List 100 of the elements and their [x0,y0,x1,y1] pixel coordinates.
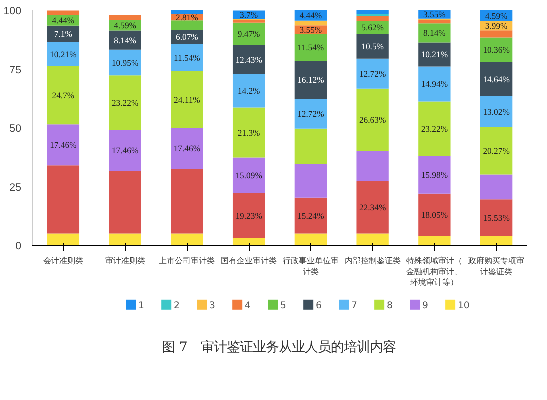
bar [356,16,389,22]
bar [418,66,451,102]
bar [294,61,328,99]
legend-label: 4 [244,300,251,312]
data-label: 12.43% [236,54,262,65]
bar [171,234,204,246]
x-tick-label: 内部控制鉴证类 [344,256,401,266]
bar [418,20,451,24]
bar [480,236,513,246]
bar [47,66,80,125]
data-label: 10.5% [362,42,384,52]
bar [480,127,513,175]
data-label: 17.46% [174,144,201,154]
data-label: 24.7% [52,90,75,101]
data-label: 5.62% [362,22,384,33]
bar [356,58,389,89]
bar [356,181,389,234]
bar [47,124,80,166]
data-label: 11.54% [174,52,200,63]
text: 图 7 审计鉴证业务从业人员的培训内容 [162,340,396,356]
bar [232,158,266,194]
bar [109,171,142,234]
data-label: 16.12% [298,75,324,86]
bar [294,34,328,62]
data-label: 7.1% [54,29,72,40]
data-label: 22.34% [359,202,386,212]
bar [356,10,389,14]
bar [47,10,80,16]
data-label: 12.72% [298,108,324,119]
bar [418,236,451,246]
data-label: 15.98% [421,170,448,180]
data-label: 20.27% [483,146,510,156]
bar [47,234,80,246]
legend-label: 10 [458,300,470,312]
data-label: 10.21% [421,50,448,60]
bar [480,96,513,128]
data-label: 19.23% [236,210,262,221]
data-label: 14.94% [421,79,448,90]
bar [109,50,142,76]
bar [232,108,266,158]
data-label: 2.81% [176,12,198,22]
data-label: 3.55% [424,10,446,20]
bar [356,151,389,182]
bar [171,128,204,170]
data-label: 26.63% [359,115,386,126]
data-label: 15.24% [298,210,324,221]
y-tick-label: 100 [4,6,22,18]
data-label: 23.22% [112,98,139,108]
bar [418,194,451,236]
bar [356,34,389,59]
bar [171,71,204,128]
data-label: 4.59% [485,10,508,21]
x-tick-label: 会计准则类 [43,256,84,266]
data-label: 3.7% [240,10,258,20]
x-tick-label: 审计准则类 [105,256,146,266]
data-label: 18.05% [421,210,448,220]
bar [109,76,142,130]
bar [418,102,451,156]
bar [480,62,513,96]
bar [480,30,513,38]
bar [232,45,266,74]
legend-label: 5 [280,300,286,312]
legend-label: 7 [351,300,358,312]
y-tick-label: 0 [16,240,22,252]
data-label: 8.14% [424,28,446,38]
data-label: 14.2% [238,86,260,96]
bar [232,238,266,246]
bar [109,234,142,246]
data-label: 23.22% [421,124,448,134]
x-tick-label: 上市公司审计类 [159,256,216,266]
legend-label: 3 [209,300,216,312]
data-label: 13.02% [483,106,510,117]
bar [171,169,204,234]
data-label: 3.99% [485,20,508,31]
bar [294,234,328,246]
data-label: 3.55% [300,24,322,35]
data-label: 21.3% [238,128,260,138]
bar [232,74,266,108]
y-tick-label: 50 [10,123,22,135]
legend-label: 8 [386,300,393,312]
bar [356,234,389,246]
bar [294,20,328,26]
bar [47,166,80,234]
data-label: 4.44% [300,10,322,21]
data-label: 11.54% [298,42,324,53]
data-label: 12.72% [359,68,386,79]
bar [294,128,328,164]
bar [232,193,266,238]
bar [171,44,204,72]
legend-label: 2 [174,300,180,312]
bar [356,88,389,152]
data-label: 6.07% [176,32,198,42]
bar [480,200,513,236]
data-label: 10.21% [50,50,77,60]
bar [480,174,513,200]
bar [294,98,328,129]
bar [294,198,328,234]
data-label: 15.09% [236,170,262,181]
data-label: 15.53% [483,212,510,223]
data-label: 10.95% [112,58,139,68]
